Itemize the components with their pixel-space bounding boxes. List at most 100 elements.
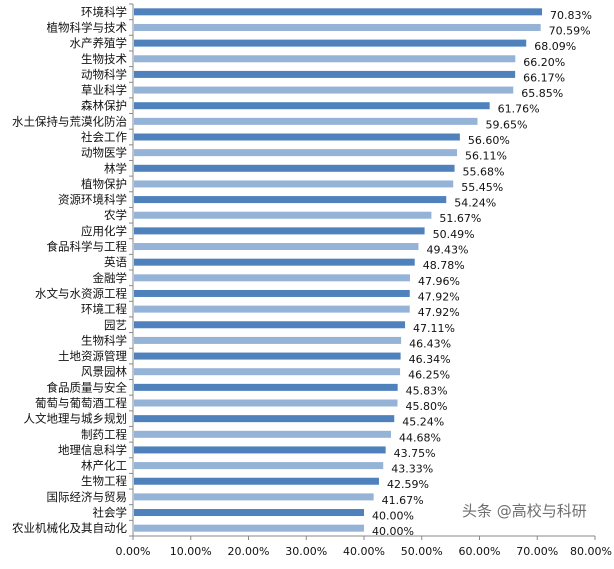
data-label: 51.67% bbox=[439, 212, 481, 225]
data-label: 70.83% bbox=[550, 9, 592, 22]
bar bbox=[134, 399, 398, 407]
category-label: 金融学 bbox=[93, 271, 128, 285]
x-tick-label: 30.00% bbox=[285, 545, 327, 558]
data-label: 47.92% bbox=[418, 290, 460, 303]
data-label: 43.33% bbox=[391, 463, 433, 476]
data-label: 45.24% bbox=[402, 416, 444, 429]
data-label: 56.11% bbox=[465, 150, 507, 163]
bar bbox=[134, 446, 386, 454]
data-label: 66.20% bbox=[523, 56, 565, 69]
category-label: 应用化学 bbox=[81, 224, 127, 238]
data-label: 49.43% bbox=[426, 244, 468, 257]
category-label: 生物工程 bbox=[81, 474, 127, 488]
category-label: 葡萄与葡萄酒工程 bbox=[35, 396, 127, 410]
bar bbox=[134, 509, 364, 517]
bar bbox=[134, 336, 402, 344]
category-label: 食品科学与工程 bbox=[47, 240, 128, 254]
bar bbox=[134, 477, 379, 485]
bar bbox=[134, 368, 401, 376]
category-label: 生物科学 bbox=[81, 333, 127, 347]
bar bbox=[134, 352, 401, 360]
category-label: 水土保持与荒漠化防治 bbox=[12, 114, 127, 128]
data-label: 70.59% bbox=[549, 24, 591, 37]
bar bbox=[134, 196, 447, 204]
category-label: 食品质量与安全 bbox=[47, 380, 128, 394]
category-label: 英语 bbox=[104, 255, 127, 269]
category-label: 制药工程 bbox=[81, 427, 127, 441]
category-label: 环境科学 bbox=[81, 5, 127, 19]
category-label: 国际经济与贸易 bbox=[47, 490, 128, 504]
data-label: 43.75% bbox=[394, 447, 436, 460]
bar bbox=[134, 415, 395, 423]
category-label: 动物科学 bbox=[81, 67, 127, 81]
data-label: 44.68% bbox=[399, 431, 441, 444]
category-label: 环境工程 bbox=[81, 302, 127, 316]
bar bbox=[134, 305, 410, 313]
data-label: 40.00% bbox=[372, 525, 414, 538]
bar bbox=[134, 23, 541, 31]
data-label: 56.60% bbox=[468, 134, 510, 147]
bar bbox=[134, 258, 415, 266]
category-label: 人文地理与城乡规划 bbox=[24, 412, 128, 426]
x-tick-label: 70.00% bbox=[516, 545, 558, 558]
data-label: 50.49% bbox=[433, 228, 475, 241]
data-label: 40.00% bbox=[372, 510, 414, 523]
bar bbox=[134, 321, 406, 329]
category-label: 社会学 bbox=[93, 506, 128, 520]
bar bbox=[134, 39, 527, 47]
bar bbox=[134, 383, 398, 391]
data-label: 61.76% bbox=[498, 103, 540, 116]
category-label: 园艺 bbox=[104, 318, 127, 332]
data-label: 45.83% bbox=[406, 384, 448, 397]
bar bbox=[134, 211, 432, 219]
category-label: 农学 bbox=[104, 208, 127, 222]
category-label: 植物保护 bbox=[81, 177, 127, 191]
bar bbox=[134, 149, 458, 157]
bar bbox=[134, 55, 516, 63]
data-label: 47.92% bbox=[418, 306, 460, 319]
category-label: 社会工作 bbox=[81, 130, 127, 144]
category-label: 生物技术 bbox=[81, 52, 127, 66]
x-tick-label: 80.00% bbox=[570, 545, 612, 558]
x-tick-label: 10.00% bbox=[170, 545, 212, 558]
bar bbox=[134, 493, 374, 501]
category-label: 水文与水资源工程 bbox=[35, 286, 127, 300]
bar bbox=[134, 243, 419, 251]
category-label: 林产化工 bbox=[81, 459, 127, 473]
data-label: 42.59% bbox=[387, 478, 429, 491]
category-label: 草业科学 bbox=[81, 83, 127, 97]
bar bbox=[134, 86, 514, 94]
bar bbox=[134, 70, 516, 78]
x-tick-label: 0.00% bbox=[116, 545, 151, 558]
data-label: 66.17% bbox=[523, 71, 565, 84]
bar bbox=[134, 289, 410, 297]
category-label: 农业机械化及其自动化 bbox=[12, 521, 127, 535]
bar bbox=[134, 164, 455, 172]
bar bbox=[134, 524, 364, 532]
category-label: 资源环境科学 bbox=[58, 193, 127, 207]
watermark: 头条 @高校与科研 bbox=[462, 502, 587, 520]
category-label: 植物科学与技术 bbox=[47, 20, 128, 34]
data-label: 48.78% bbox=[423, 259, 465, 272]
data-label: 65.85% bbox=[521, 87, 563, 100]
data-label: 55.68% bbox=[463, 165, 505, 178]
x-tick-label: 20.00% bbox=[228, 545, 270, 558]
bar bbox=[134, 180, 454, 188]
data-label: 68.09% bbox=[534, 40, 576, 53]
category-label: 水产养殖学 bbox=[70, 36, 128, 50]
data-label: 47.11% bbox=[413, 322, 455, 335]
data-label: 54.24% bbox=[454, 197, 496, 210]
data-label: 55.45% bbox=[461, 181, 503, 194]
data-label: 46.34% bbox=[409, 353, 451, 366]
category-label: 林学 bbox=[104, 161, 127, 175]
data-label: 41.67% bbox=[382, 494, 424, 507]
data-label: 46.43% bbox=[409, 337, 451, 350]
bar bbox=[134, 133, 460, 141]
category-label: 动物医学 bbox=[81, 146, 127, 160]
bar bbox=[134, 117, 478, 125]
bar bbox=[134, 430, 392, 438]
x-tick-label: 60.00% bbox=[459, 545, 501, 558]
bar bbox=[134, 8, 543, 16]
